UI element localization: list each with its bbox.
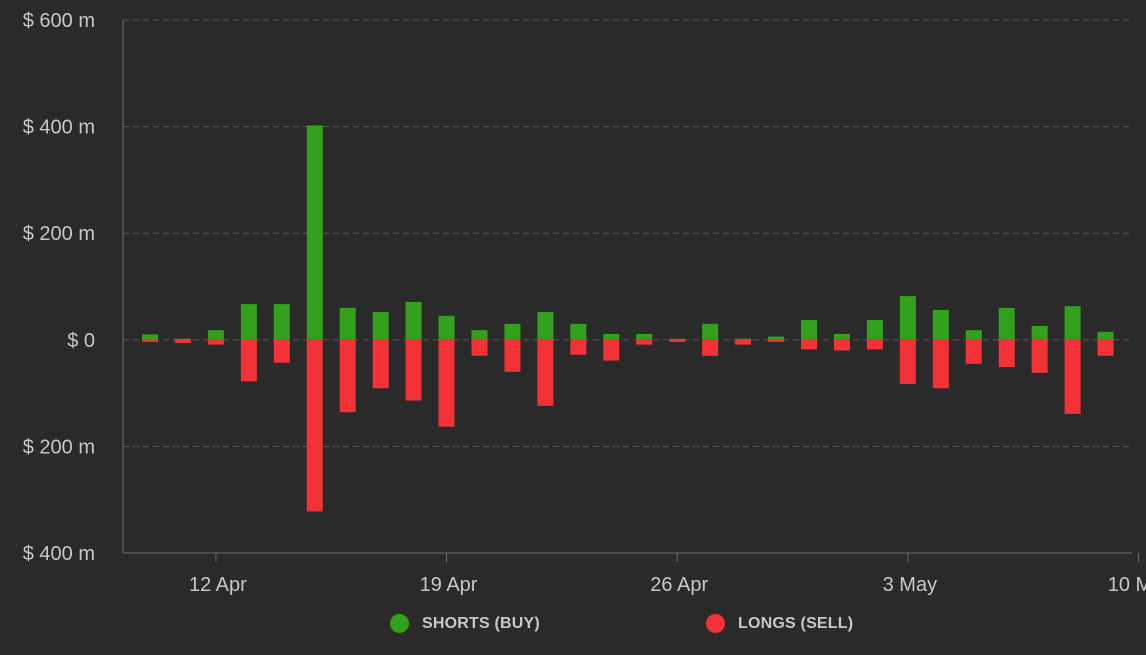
y-tick-label: $ 200 m: [23, 223, 95, 245]
axes: [122, 20, 1139, 562]
bar-longs: [405, 339, 422, 401]
bar-longs: [768, 339, 785, 342]
bar-shorts: [405, 301, 422, 340]
grid-lines: [123, 19, 1132, 447]
bar-longs: [669, 339, 686, 342]
bar-longs: [866, 339, 883, 350]
bar-longs: [273, 339, 290, 363]
bar-longs: [240, 339, 257, 382]
bar-longs: [174, 339, 191, 343]
bar-longs: [471, 339, 488, 356]
bar-longs: [833, 339, 850, 351]
bar-longs: [702, 339, 719, 356]
bar-shorts: [537, 312, 554, 340]
bar-shorts: [504, 323, 521, 340]
bar-longs: [339, 339, 356, 413]
bar-shorts: [570, 323, 587, 340]
legend-label-shorts: SHORTS (BUY): [422, 614, 540, 632]
bar-shorts: [866, 320, 883, 340]
bar-longs: [537, 339, 554, 406]
bar-longs: [306, 339, 323, 512]
bar-longs: [899, 339, 916, 385]
bar-shorts: [768, 336, 785, 340]
y-axis-labels: $ 600 m $ 400 m $ 200 m $ 0 $ 200 m $ 400 m: [23, 10, 95, 565]
bar-longs: [1097, 339, 1114, 356]
legend-marker-longs: [706, 614, 725, 633]
bar-longs: [636, 339, 653, 345]
legend-label-longs: LONGS (SELL): [738, 614, 854, 632]
bar-shorts: [142, 334, 158, 340]
y-tick-label: $ 200 m: [23, 436, 95, 458]
bar-shorts: [339, 307, 356, 340]
bar-shorts: [735, 338, 752, 340]
bar-shorts: [471, 330, 488, 340]
bar-shorts: [1031, 325, 1048, 340]
bar-longs: [142, 339, 158, 342]
bars: [142, 125, 1114, 512]
y-tick-label: $ 400 m: [23, 117, 95, 139]
bar-shorts: [1064, 306, 1081, 340]
bar-longs: [1031, 339, 1048, 373]
x-tick-label: 10 May: [1108, 574, 1146, 596]
bar-shorts: [1097, 331, 1114, 340]
y-tick-label: $ 400 m: [23, 543, 95, 565]
bar-shorts: [801, 320, 817, 340]
bar-longs: [603, 339, 620, 361]
bar-longs: [372, 339, 389, 389]
bar-shorts: [702, 323, 719, 340]
x-tick-label: 3 May: [883, 574, 937, 596]
bar-shorts: [965, 330, 982, 340]
bar-longs: [207, 339, 224, 345]
bar-longs: [735, 339, 752, 345]
bar-chart: $ 600 m $ 400 m $ 200 m $ 0 $ 200 m $ 400 m 1…: [23, 10, 1146, 596]
bar-shorts: [240, 304, 257, 340]
bar-shorts: [603, 333, 620, 340]
legend-marker-shorts: [390, 614, 409, 633]
bar-longs: [801, 339, 817, 350]
bar-shorts: [932, 309, 949, 340]
bar-shorts: [636, 333, 653, 340]
y-tick-label: $ 600 m: [23, 10, 95, 32]
bar-shorts: [372, 312, 389, 340]
bar-shorts: [899, 296, 916, 340]
bar-longs: [932, 339, 949, 389]
legend: SHORTS (BUY) LONGS (SELL): [0, 614, 1146, 642]
y-tick-label: $ 0: [67, 330, 95, 352]
bar-longs: [570, 339, 587, 355]
legend-item-shorts[interactable]: SHORTS (BUY): [390, 614, 540, 633]
bar-shorts: [438, 315, 455, 340]
x-axis-labels: 12 Apr 19 Apr 26 Apr 3 May 10 May: [189, 574, 1146, 596]
bar-longs: [1064, 339, 1081, 414]
x-tick-label: 26 Apr: [650, 574, 708, 596]
x-tick-label: 19 Apr: [420, 574, 478, 596]
bar-longs: [504, 339, 521, 372]
bar-longs: [998, 339, 1015, 367]
bar-shorts: [669, 338, 686, 340]
bar-longs: [438, 339, 455, 427]
bar-shorts: [273, 304, 290, 340]
bar-shorts: [207, 330, 224, 340]
legend-item-longs[interactable]: LONGS (SELL): [706, 614, 853, 633]
x-tick-label: 12 Apr: [189, 574, 247, 596]
bar-shorts: [833, 333, 850, 340]
bar-shorts: [998, 307, 1015, 340]
bar-shorts: [174, 338, 191, 340]
bar-shorts: [306, 125, 323, 340]
bar-longs: [965, 339, 982, 364]
